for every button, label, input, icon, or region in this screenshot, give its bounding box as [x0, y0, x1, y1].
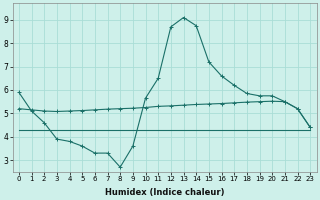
X-axis label: Humidex (Indice chaleur): Humidex (Indice chaleur) — [105, 188, 224, 197]
